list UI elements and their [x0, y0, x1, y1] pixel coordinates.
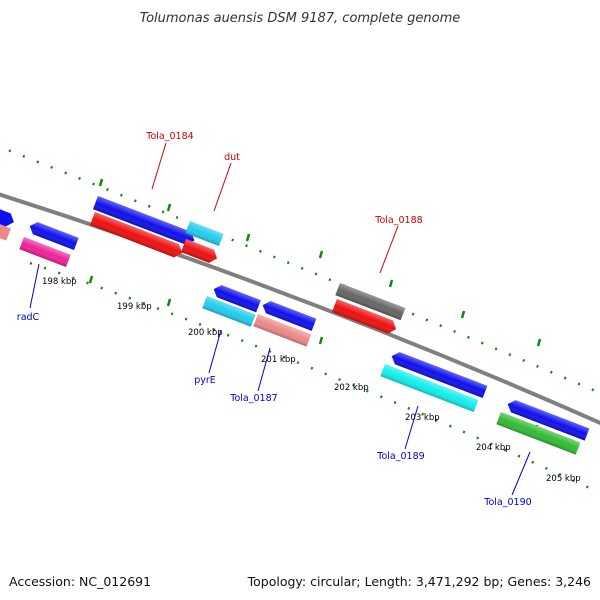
- gene-tola-0188-arrow: [335, 283, 406, 321]
- kbp-label-203: 203 kbp: [405, 413, 440, 423]
- map-title: Tolumonas auensis DSM 9187, complete gen…: [140, 11, 461, 26]
- gene-pink-left-arrow: [0, 222, 11, 241]
- gene-label-tola-0187: Tola_0187: [229, 393, 277, 404]
- gene-tola-0184-arrow: [92, 196, 195, 245]
- kbp-label-199: 199 kbp: [117, 302, 152, 312]
- gene-radc-arrow: [19, 237, 71, 268]
- kbp-scale-labels: 198 kbp 199 kbp 200 kbp 201 kbp 202 kbp …: [42, 277, 581, 484]
- gene-red-right-arrow: [331, 299, 397, 334]
- gene-blue-tola-0189-arrow: [391, 352, 488, 398]
- genome-backbone: [0, 192, 600, 425]
- inner-tick-ring: [29, 261, 600, 495]
- kbp-label-205: 205 kbp: [546, 474, 581, 484]
- gene-blue-tola-0190-arrow: [507, 400, 590, 441]
- kbp-label-202: 202 kbp: [334, 383, 369, 393]
- gene-tola-0190-arrow: [496, 412, 581, 455]
- forward-strand-genes: [0, 196, 406, 334]
- gene-tola-0189-arrow: [380, 364, 479, 412]
- gene-label-radc: radC: [17, 312, 40, 323]
- kbp-label-201: 201 kbp: [261, 355, 296, 365]
- gene-blue-tola-0187-arrow: [262, 301, 317, 331]
- gene-label-tola-0190: Tola_0190: [483, 497, 531, 508]
- gene-labels: Tola_0184 dut Tola_0188 radC pyrE Tola_0…: [17, 131, 532, 508]
- kbp-label-198: 198 kbp: [42, 277, 77, 287]
- gene-label-dut: dut: [224, 152, 240, 163]
- outer-major-ticks: [98, 178, 542, 347]
- gene-dut-red-arrow: [180, 239, 218, 263]
- gene-blue-pyre-arrow: [213, 285, 261, 313]
- gene-label-tola-0189: Tola_0189: [376, 451, 424, 462]
- gene-blue-far-left-arrow: [0, 207, 14, 227]
- gene-pyre-arrow: [202, 296, 256, 327]
- outer-tick-ring: [0, 145, 600, 395]
- gene-label-tola-0188: Tola_0188: [374, 215, 422, 226]
- label-leader-lines: [29, 142, 531, 496]
- kbp-label-204: 204 kbp: [476, 443, 511, 453]
- gene-label-tola-0184: Tola_0184: [145, 131, 193, 142]
- accession-text: Accession: NC_012691: [9, 574, 151, 589]
- reverse-strand-genes: [0, 222, 590, 455]
- gene-tola-0184-red-arrow: [89, 212, 183, 258]
- genome-summary-text: Topology: circular; Length: 3,471,292 bp…: [247, 574, 591, 589]
- gene-tola-0187-arrow: [253, 314, 312, 347]
- gene-dut-arrow: [185, 221, 224, 247]
- gene-label-pyre: pyrE: [194, 375, 216, 386]
- gene-blue-radc-arrow: [29, 222, 79, 251]
- kbp-label-200: 200 kbp: [188, 328, 223, 338]
